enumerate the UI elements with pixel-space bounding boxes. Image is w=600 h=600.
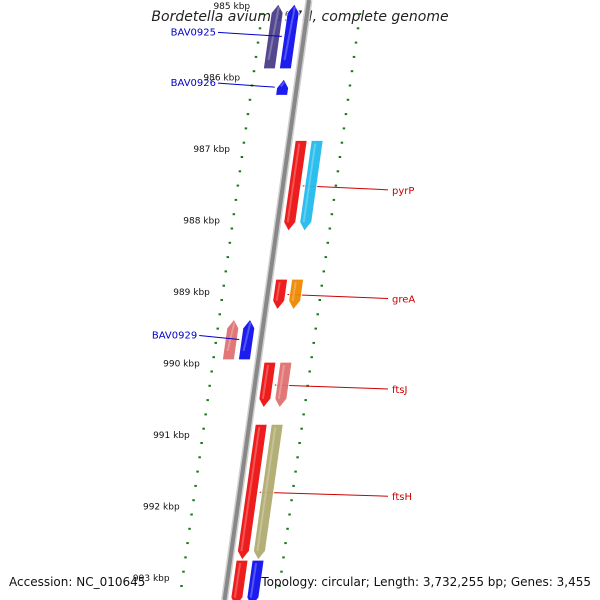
axis-tick-label: 992 kbp: [143, 503, 180, 513]
gene-highlight: [280, 81, 286, 87]
gene-highlight: [291, 281, 297, 302]
gene-grea: [272, 278, 289, 311]
gene-arrow: [274, 361, 293, 409]
gene-arrow: [288, 278, 305, 311]
gene-leader-line: [199, 335, 240, 341]
axis-tick-label: 989 kbp: [173, 288, 210, 298]
gene-label-bav0926: BAV0926: [171, 78, 216, 89]
gene-label-ftsj: ftsJ: [392, 385, 407, 396]
axis-tick-label: 991 kbp: [153, 431, 190, 441]
gene-highlight: [226, 321, 236, 352]
gene-bav0926: [274, 78, 290, 96]
gene-leader-line: [259, 491, 389, 497]
gene-leader-line: [287, 294, 389, 300]
gene-leader-line: [274, 384, 389, 390]
gene-arrow: [246, 559, 265, 600]
gene-highlight: [283, 6, 296, 61]
gene-arrow: [299, 139, 324, 233]
gene-highlight: [249, 562, 258, 598]
accession-text: Accession: NC_010645: [9, 575, 145, 589]
gene-ftsh: [236, 423, 268, 562]
map-title: Bordetella avium 197N, complete genome: [151, 9, 449, 25]
axis-tick-label: 993 kbp: [133, 574, 170, 584]
gene-highlight: [286, 143, 301, 223]
axis-tick-label: 987 kbp: [193, 145, 230, 155]
gene-arrow: [230, 559, 249, 600]
gene-highlight: [242, 321, 252, 352]
axis-tick-label: 985 kbp: [213, 2, 250, 12]
axis-tick-label: 986 kbp: [203, 74, 240, 84]
gene-pyrp: [283, 139, 308, 233]
gene-highlight: [233, 562, 242, 598]
gene-leader-line: [217, 82, 275, 88]
gene-highlight: [277, 364, 286, 399]
gene-arrow: [252, 423, 284, 562]
gene-label-grea: greA: [392, 295, 415, 306]
gene-arrow: [262, 2, 284, 70]
gene-bav0929: [237, 318, 256, 361]
gene-ftsj: [258, 361, 277, 409]
gene-highlight: [261, 364, 270, 399]
gene-label-bav0925: BAV0925: [171, 27, 216, 38]
backbone-line: [222, 0, 311, 600]
gene-highlight: [275, 281, 281, 302]
gene-leader-line: [217, 31, 282, 37]
gene-bav0925: [278, 2, 300, 70]
gene-highlight: [256, 427, 277, 552]
accession-value: NC_010645: [76, 575, 146, 589]
accession-label: Accession:: [9, 575, 73, 589]
gene-highlight: [240, 427, 261, 552]
gene-arrow: [221, 318, 240, 361]
topology-text: Topology: circular; Length: 3,732,255 bp…: [261, 575, 591, 589]
gene-highlight: [267, 6, 280, 61]
gene-label-ftsh: ftsH: [392, 492, 412, 503]
gene-label-pyrp: pyrP: [392, 186, 414, 197]
gene-highlight: [302, 143, 317, 223]
axis-tick-label: 988 kbp: [183, 217, 220, 227]
gene-label-bav0929: BAV0929: [152, 331, 197, 342]
axis-tick-label: 990 kbp: [163, 360, 200, 370]
